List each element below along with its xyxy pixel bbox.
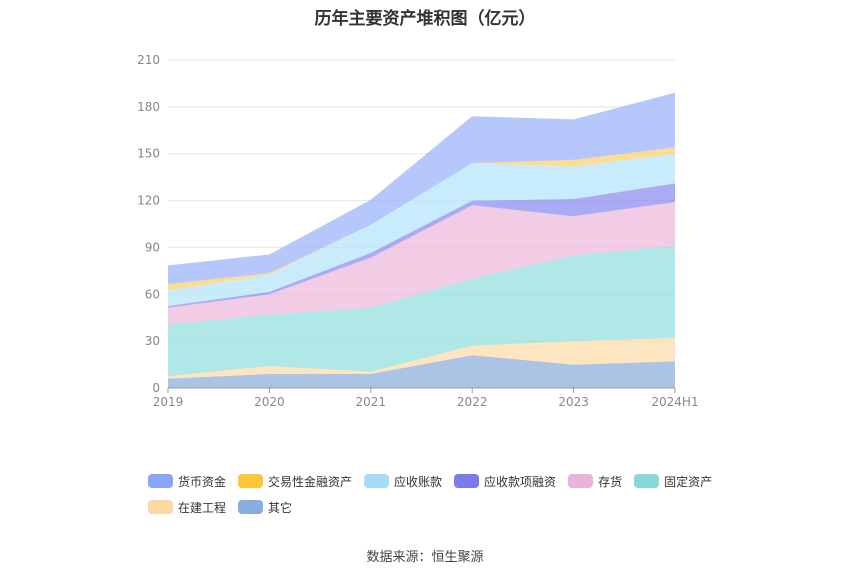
area-存货 (168, 202, 675, 325)
legend-item[interactable]: 其它 (238, 498, 292, 516)
legend-item[interactable]: 应收账款 (364, 472, 442, 490)
legend: 货币资金 交易性金融资产 应收账款 应收款项融资 存货 固定资产在建工程 其它 (148, 472, 728, 516)
area-应收账款 (168, 153, 675, 306)
legend-item[interactable]: 固定资产 (634, 472, 712, 490)
legend-label: 货币资金 (178, 474, 227, 489)
y-tick-label: 150 (137, 147, 160, 161)
legend-item[interactable]: 交易性金融资产 (238, 472, 352, 490)
legend-label: 存货 (598, 474, 623, 489)
legend-swatch (364, 474, 390, 488)
legend-label: 应收款项融资 (484, 474, 557, 489)
chart-title: 历年主要资产堆积图（亿元） (314, 9, 536, 29)
legend-item[interactable]: 在建工程 (148, 498, 226, 516)
legend-swatch (238, 474, 264, 488)
area-其它 (168, 355, 675, 388)
legend-label: 交易性金融资产 (268, 474, 353, 489)
legend-swatch (454, 474, 480, 488)
y-tick-label: 0 (152, 381, 160, 395)
x-tick-label: 2024H1 (651, 395, 698, 409)
legend-label: 在建工程 (178, 500, 227, 515)
stacked-area-chart: 0 30 60 90 120 150 180 210 2019 2020 2021 2022 2023 2… (137, 53, 699, 409)
area-在建工程 (168, 338, 675, 379)
legend-label: 固定资产 (664, 474, 713, 489)
y-tick-label: 180 (137, 100, 160, 114)
legend-label: 应收账款 (394, 474, 443, 489)
x-tick-label: 2020 (254, 395, 285, 409)
area-应收款项融资 (168, 183, 675, 308)
x-tick-label: 2023 (558, 395, 589, 409)
y-tick-label: 30 (145, 334, 160, 348)
area-固定资产 (168, 245, 675, 377)
x-tick-label: 2021 (356, 395, 387, 409)
x-tick-label: 2019 (153, 395, 184, 409)
legend-item[interactable]: 货币资金 (148, 472, 226, 490)
legend-item[interactable]: 应收款项融资 (454, 472, 556, 490)
legend-swatch (148, 474, 173, 488)
y-tick-label: 60 (145, 287, 160, 301)
legend-swatch (148, 500, 173, 514)
legend-swatch (238, 500, 264, 514)
x-tick-label: 2022 (457, 395, 488, 409)
legend-item[interactable]: 存货 (568, 472, 622, 490)
legend-swatch (634, 474, 660, 488)
y-tick-label: 90 (145, 240, 160, 254)
legend-swatch (568, 474, 594, 488)
y-tick-label: 120 (137, 194, 160, 208)
legend-label: 其它 (268, 500, 293, 515)
source-note: 数据来源：恒生聚源 (366, 550, 484, 565)
y-tick-label: 210 (137, 53, 160, 67)
area-货币资金 (168, 92, 675, 285)
